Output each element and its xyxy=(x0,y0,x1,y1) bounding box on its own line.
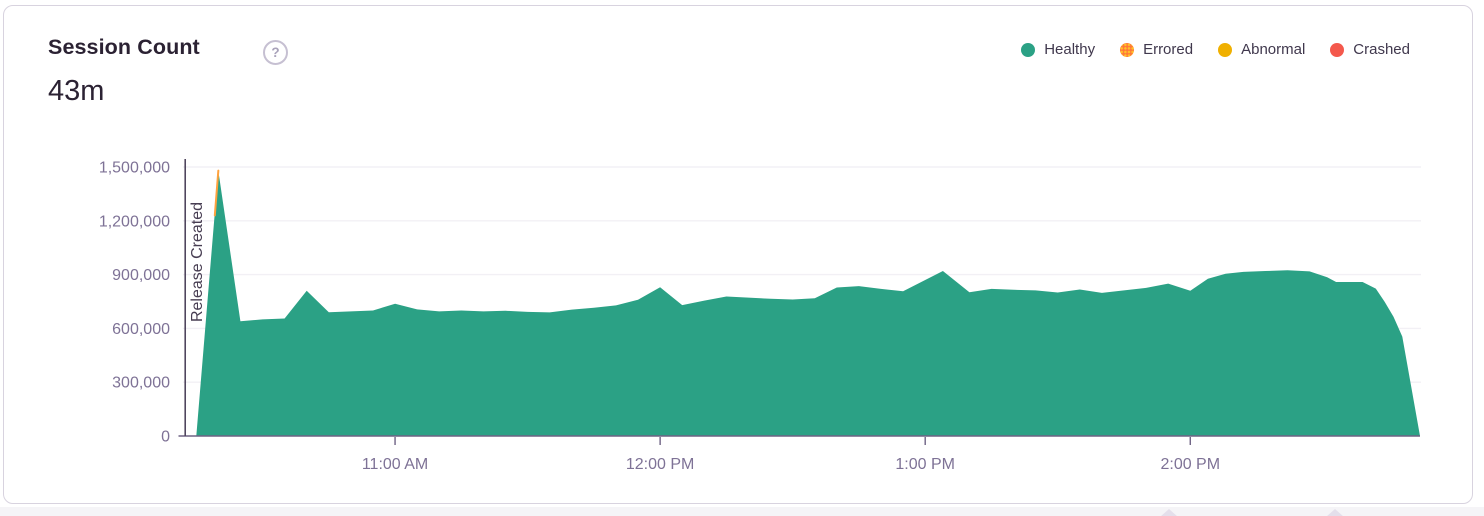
y-axis-label: 900,000 xyxy=(112,267,170,284)
legend-label: Errored xyxy=(1143,41,1194,58)
legend-label: Healthy xyxy=(1044,41,1096,58)
x-axis-label: 12:00 PM xyxy=(626,456,694,473)
legend-dot-crashed xyxy=(1330,42,1345,57)
x-axis-label: 1:00 PM xyxy=(895,456,955,473)
x-axis-label: 2:00 PM xyxy=(1160,456,1220,473)
healthy-area xyxy=(196,170,1420,436)
y-axis-label: 0 xyxy=(161,429,170,446)
next-panel-artifact xyxy=(1326,509,1344,516)
question-mark-glyph: ? xyxy=(271,45,280,60)
legend: Healthy Errored Abnormal Crashed xyxy=(1021,41,1410,58)
legend-dot-abnormal xyxy=(1218,42,1233,57)
help-icon[interactable]: ? xyxy=(263,40,288,65)
legend-dot-errored xyxy=(1120,42,1135,57)
y-axis-label: 300,000 xyxy=(112,375,170,392)
legend-item-healthy[interactable]: Healthy xyxy=(1021,41,1095,58)
legend-item-errored[interactable]: Errored xyxy=(1120,41,1193,58)
y-axis-label: 1,200,000 xyxy=(99,213,170,230)
y-axis-label: 600,000 xyxy=(112,321,170,338)
legend-label: Crashed xyxy=(1353,41,1410,58)
page-title: Session Count xyxy=(48,35,200,59)
legend-item-abnormal[interactable]: Abnormal xyxy=(1218,41,1305,58)
x-axis-label: 11:00 AM xyxy=(362,456,428,473)
release-label: Release Created xyxy=(189,202,206,322)
next-panel-artifact xyxy=(1160,509,1178,516)
legend-item-crashed[interactable]: Crashed xyxy=(1330,41,1410,58)
y-axis-label: 1,500,000 xyxy=(99,160,170,177)
legend-label: Abnormal xyxy=(1241,41,1306,58)
session-total-value: 43m xyxy=(48,75,105,107)
next-panel-strip xyxy=(0,507,1484,516)
errored-spike-accent xyxy=(213,169,220,217)
legend-dot-healthy xyxy=(1021,42,1036,57)
